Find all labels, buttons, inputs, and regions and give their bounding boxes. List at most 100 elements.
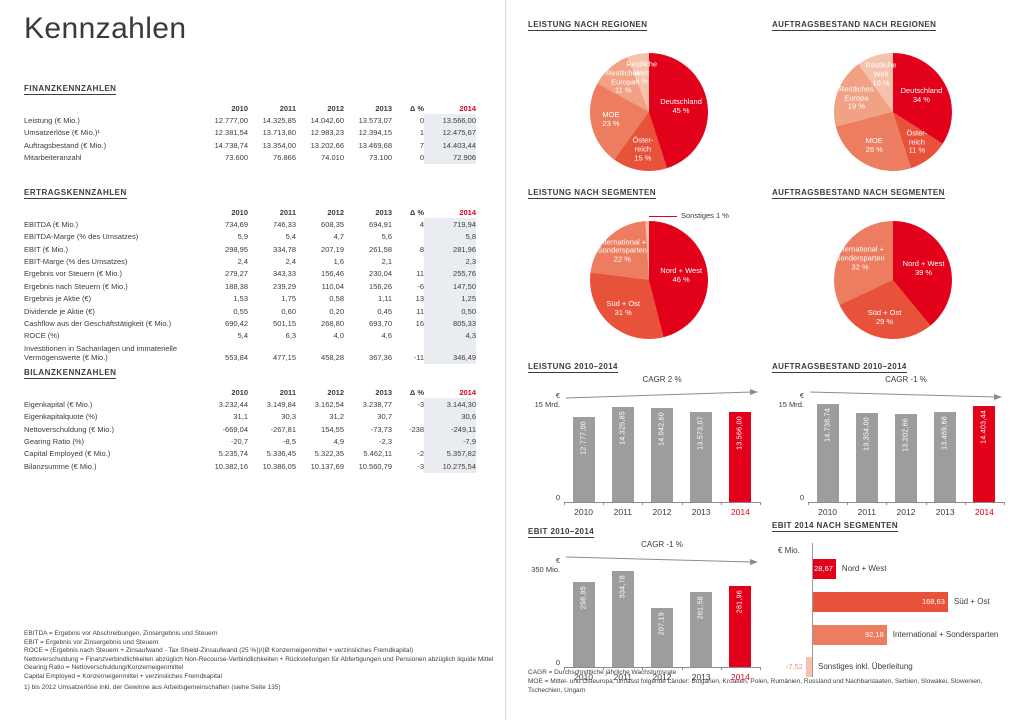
axis-tick	[925, 502, 927, 505]
table-cell: 72.906	[424, 151, 476, 164]
table-cell: 0	[419, 153, 424, 162]
table-cell: 12.394,15	[358, 128, 392, 138]
plot-area: 298,95 334,78 207,19 261,58 281,96	[564, 567, 760, 668]
table-cell: 279,27	[225, 269, 248, 279]
definitions-block: EBITDA = Ergebnis vor Abschreibungen, Zi…	[24, 630, 502, 681]
table-row: EBIT-Marge (% des Umsatzes) 2,4 2,4 1,6 2,1 2…	[24, 255, 476, 268]
pie-graphic	[590, 53, 708, 171]
table-cell: 5,6	[381, 232, 392, 242]
chart-title: AUFTRAGSBESTAND NACH REGIONEN	[772, 20, 937, 31]
column-header: 2011	[279, 103, 296, 113]
column-header: Δ %	[409, 103, 424, 113]
definition-line: ROCE = (Ergebnis nach Steuern + Zinsaufw…	[24, 647, 414, 655]
table-cell: 0,50	[424, 305, 476, 318]
pie-graphic	[834, 53, 952, 171]
axis-tick	[1004, 502, 1005, 505]
pie-chart: Nord + West 46 % Süd + Ost 31 % Internationa…	[528, 202, 768, 354]
table-cell: 501,15	[273, 318, 296, 328]
pie-chart: Deutschland 45 % Öster-reich 15 % MOE 23 % Res…	[528, 34, 768, 186]
table-cell: 0,58	[329, 294, 344, 304]
table-cell: 334,78	[273, 244, 296, 254]
table-section: BILANZKENNZAHLEN 2010 2011 2012 2013 Δ % 2014 E…	[24, 362, 476, 473]
y-axis-max-label: 15 Mrd.	[778, 400, 804, 409]
table-cell: 746,33	[273, 219, 296, 229]
table-cell: 4,3	[424, 329, 476, 343]
table-cell: 2,4	[285, 257, 296, 266]
pie-slice-label: MOE 23 %	[602, 110, 620, 129]
table-cell: 3.238,77	[362, 399, 392, 409]
bar: 13.202,66	[895, 413, 917, 502]
table-cell: 230,04	[369, 269, 392, 279]
x-axis-label: 2011	[613, 672, 632, 682]
table-cell: 74.010	[321, 153, 344, 162]
bar-category-label: Sonstiges inkl. Überleitung	[818, 662, 913, 671]
axis-tick	[603, 502, 605, 505]
table-cell: 268,80	[321, 318, 344, 328]
table-cell: 12.983,23	[310, 128, 344, 138]
bar-value-label: 92,18	[864, 630, 884, 639]
table-row: Umsatzerlöse (€ Mio.)¹ 12.381,54 13.713,80…	[24, 126, 476, 140]
pie-slice-label: International + Sondersparten 32 %	[835, 244, 885, 272]
bar-category-label: Süd + Ost	[953, 597, 990, 606]
axis-tick	[681, 502, 683, 505]
cagr-label: CAGR 2 %	[642, 375, 682, 384]
table-cell: -2	[417, 449, 424, 459]
x-axis-label: 2012	[896, 507, 916, 517]
kpi-table: 2010 2011 2012 2013 Δ % 2014 Leistung (€ Mio.)…	[24, 102, 476, 164]
table-cell: 5,4	[285, 232, 296, 242]
chart-title: LEISTUNG NACH REGIONEN	[528, 20, 648, 31]
table-cell: 255,76	[424, 267, 476, 281]
x-axis-label: 2012	[652, 672, 672, 682]
table-cell: 14.042,60	[310, 115, 344, 125]
column-header: 2013	[375, 207, 392, 217]
table-row: Nettoverschuldung (€ Mio.) -669,04 -267,81…	[24, 423, 476, 436]
chart-cell: EBIT 2014 NACH SEGMENTEN € Mio. 28,67 Nord …	[772, 515, 1012, 685]
table-cell	[392, 231, 424, 243]
section-title: ERTRAGSKENNZAHLEN	[24, 188, 127, 199]
pie-slice-label: Restliche Welt 6 %	[626, 59, 658, 87]
table-row: Dividende je Aktie (€) 0,55 0,60 0,20 0,45 11…	[24, 305, 476, 318]
table-cell: 1	[419, 128, 424, 138]
table-row: EBITDA-Marge (% des Umsatzes) 5,9 5,4 4,7 5,…	[24, 230, 476, 244]
table-cell: 693,70	[369, 318, 392, 328]
table-cell: 0,20	[329, 306, 344, 316]
bar: 14.403,44	[973, 405, 996, 502]
column-header: 2011	[279, 207, 296, 217]
bar: 14.738,74	[816, 403, 839, 502]
table-cell: 154,55	[321, 424, 344, 434]
table-cell: 73.600	[225, 153, 248, 162]
table-row: Ergebnis vor Steuern (€ Mio.) 279,27 343,3…	[24, 267, 476, 281]
pie-slice-label: MOE 26 %	[865, 136, 883, 155]
table-cell: Auftragsbestand (€ Mio.)	[24, 140, 107, 150]
plot-area: 14.738,74 13.354,00 13.202,66 13.469,68 14.4…	[808, 402, 1004, 503]
chart-cell: AUFTRAGSBESTAND 2010–2014 CAGR -1 % €15 Mr…	[772, 356, 1012, 526]
x-axis-label: 2013	[691, 672, 711, 682]
pie-slice-label: Sonstiges 1 %	[681, 211, 729, 220]
chart-cell: LEISTUNG NACH SEGMENTEN Nord + West 46 % Sü…	[528, 182, 768, 354]
table-cell: 4,9	[333, 437, 344, 446]
column-header: 2014	[459, 103, 476, 113]
table-cell: 477,15	[273, 353, 296, 362]
bar: 13.354,00	[855, 412, 878, 502]
bar: 207,19	[651, 607, 673, 667]
table-cell: 13.566,00	[424, 114, 476, 127]
pie-graphic	[834, 221, 952, 339]
table-cell: -3	[417, 461, 424, 471]
bar-value-label: 14.738,74	[824, 407, 832, 442]
bar-value-label: 207,19	[658, 611, 666, 636]
kpi-table: 2010 2011 2012 2013 Δ % 2014 Eigenkapital (€ M…	[24, 386, 476, 473]
table-cell	[392, 411, 424, 423]
table-cell: 2,3	[424, 255, 476, 268]
table-cell: EBIT-Marge (% des Umsatzes)	[24, 257, 128, 266]
bar: 13.573,07	[690, 411, 713, 502]
axis-tick	[760, 667, 761, 670]
definition-line: Nettoverschuldung = Finanzverbindlichkei…	[24, 655, 494, 663]
bar: 168,63	[813, 592, 948, 612]
column-header	[24, 102, 200, 114]
column-header: 2011	[279, 387, 296, 397]
table-cell: 8	[419, 244, 424, 254]
table-cell: -3	[417, 399, 424, 409]
pie-slice-label: Restliches Europa 19 %	[839, 84, 874, 112]
pie-slice-label: International + Sondersparten 22 %	[597, 237, 647, 265]
column-header: Δ %	[409, 207, 424, 217]
